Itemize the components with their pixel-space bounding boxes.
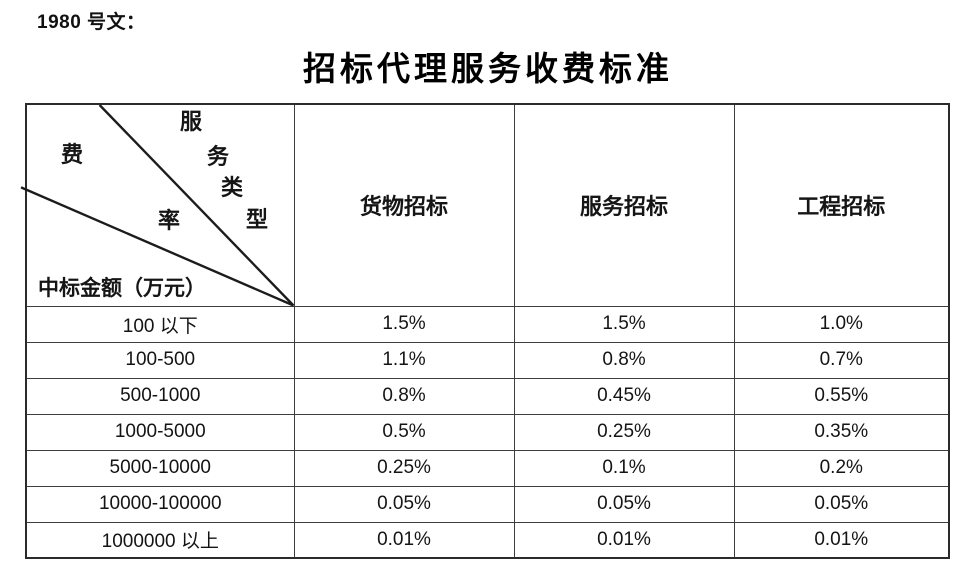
service-rate-cell: 0.25%	[513, 413, 735, 451]
engineering-rate-cell: 0.55%	[733, 377, 950, 415]
service-rate-cell: 1.5%	[513, 305, 735, 343]
table-row: 500-1000 0.8% 0.45% 0.55%	[25, 377, 950, 415]
table-row: 5000-10000 0.25% 0.1% 0.2%	[25, 449, 950, 487]
goods-rate-cell: 0.01%	[293, 521, 515, 559]
engineering-rate-cell: 0.05%	[733, 485, 950, 523]
goods-rate-cell: 0.5%	[293, 413, 515, 451]
corner-label-service-type-char-3: 类	[221, 175, 244, 200]
goods-rate-cell: 0.8%	[293, 377, 515, 415]
column-header-service: 服务招标	[513, 103, 735, 307]
engineering-rate-cell: 0.35%	[733, 413, 950, 451]
service-rate-cell: 0.1%	[513, 449, 735, 487]
table-header-row: 服 务 类 型 费 率 中标金额（万元） 货物招标 服务招标 工程招标	[20, 103, 950, 307]
amount-range-cell: 10000-100000	[25, 485, 295, 523]
service-rate-cell: 0.45%	[513, 377, 735, 415]
diagonal-divider-lines	[20, 104, 295, 307]
table-row: 1000000 以上 0.01% 0.01% 0.01%	[25, 521, 950, 559]
service-rate-cell: 0.01%	[513, 521, 735, 559]
amount-range-cell: 100-500	[25, 341, 295, 379]
corner-label-service-type-char-4: 型	[246, 207, 269, 232]
table-row: 10000-100000 0.05% 0.05% 0.05%	[25, 485, 950, 523]
table-row: 100-500 1.1% 0.8% 0.7%	[25, 341, 950, 379]
diagonal-header-cell: 服 务 类 型 费 率 中标金额（万元）	[20, 103, 295, 307]
amount-range-cell: 500-1000	[25, 377, 295, 415]
service-rate-cell: 0.05%	[513, 485, 735, 523]
doc-reference-label: 1980 号文：	[37, 12, 146, 33]
amount-range-cell: 100 以下	[25, 305, 295, 343]
corner-label-rate-char-1: 费	[61, 142, 84, 167]
amount-range-cell: 1000000 以上	[25, 521, 295, 559]
goods-rate-cell: 1.5%	[293, 305, 515, 343]
engineering-rate-cell: 1.0%	[733, 305, 950, 343]
column-header-engineering: 工程招标	[733, 103, 950, 307]
service-rate-cell: 0.8%	[513, 341, 735, 379]
goods-rate-cell: 0.25%	[293, 449, 515, 487]
engineering-rate-cell: 0.01%	[733, 521, 950, 559]
amount-range-cell: 1000-5000	[25, 413, 295, 451]
corner-label-service-type-char-2: 务	[207, 144, 230, 169]
table-row: 100 以下 1.5% 1.5% 1.0%	[25, 305, 950, 343]
goods-rate-cell: 0.05%	[293, 485, 515, 523]
goods-rate-cell: 1.1%	[293, 341, 515, 379]
page-title: 招标代理服务收费标准	[303, 52, 673, 88]
column-header-goods: 货物招标	[293, 103, 515, 307]
engineering-rate-cell: 0.7%	[733, 341, 950, 379]
engineering-rate-cell: 0.2%	[733, 449, 950, 487]
amount-range-cell: 5000-10000	[25, 449, 295, 487]
fee-standard-table: 服 务 类 型 费 率 中标金额（万元） 货物招标 服务招标 工程招标 100 …	[20, 103, 950, 559]
corner-label-service-type-char-1: 服	[180, 109, 203, 134]
table-row: 1000-5000 0.5% 0.25% 0.35%	[25, 413, 950, 451]
corner-label-amount: 中标金额（万元）	[38, 275, 206, 300]
corner-label-rate-char-2: 率	[158, 208, 181, 233]
